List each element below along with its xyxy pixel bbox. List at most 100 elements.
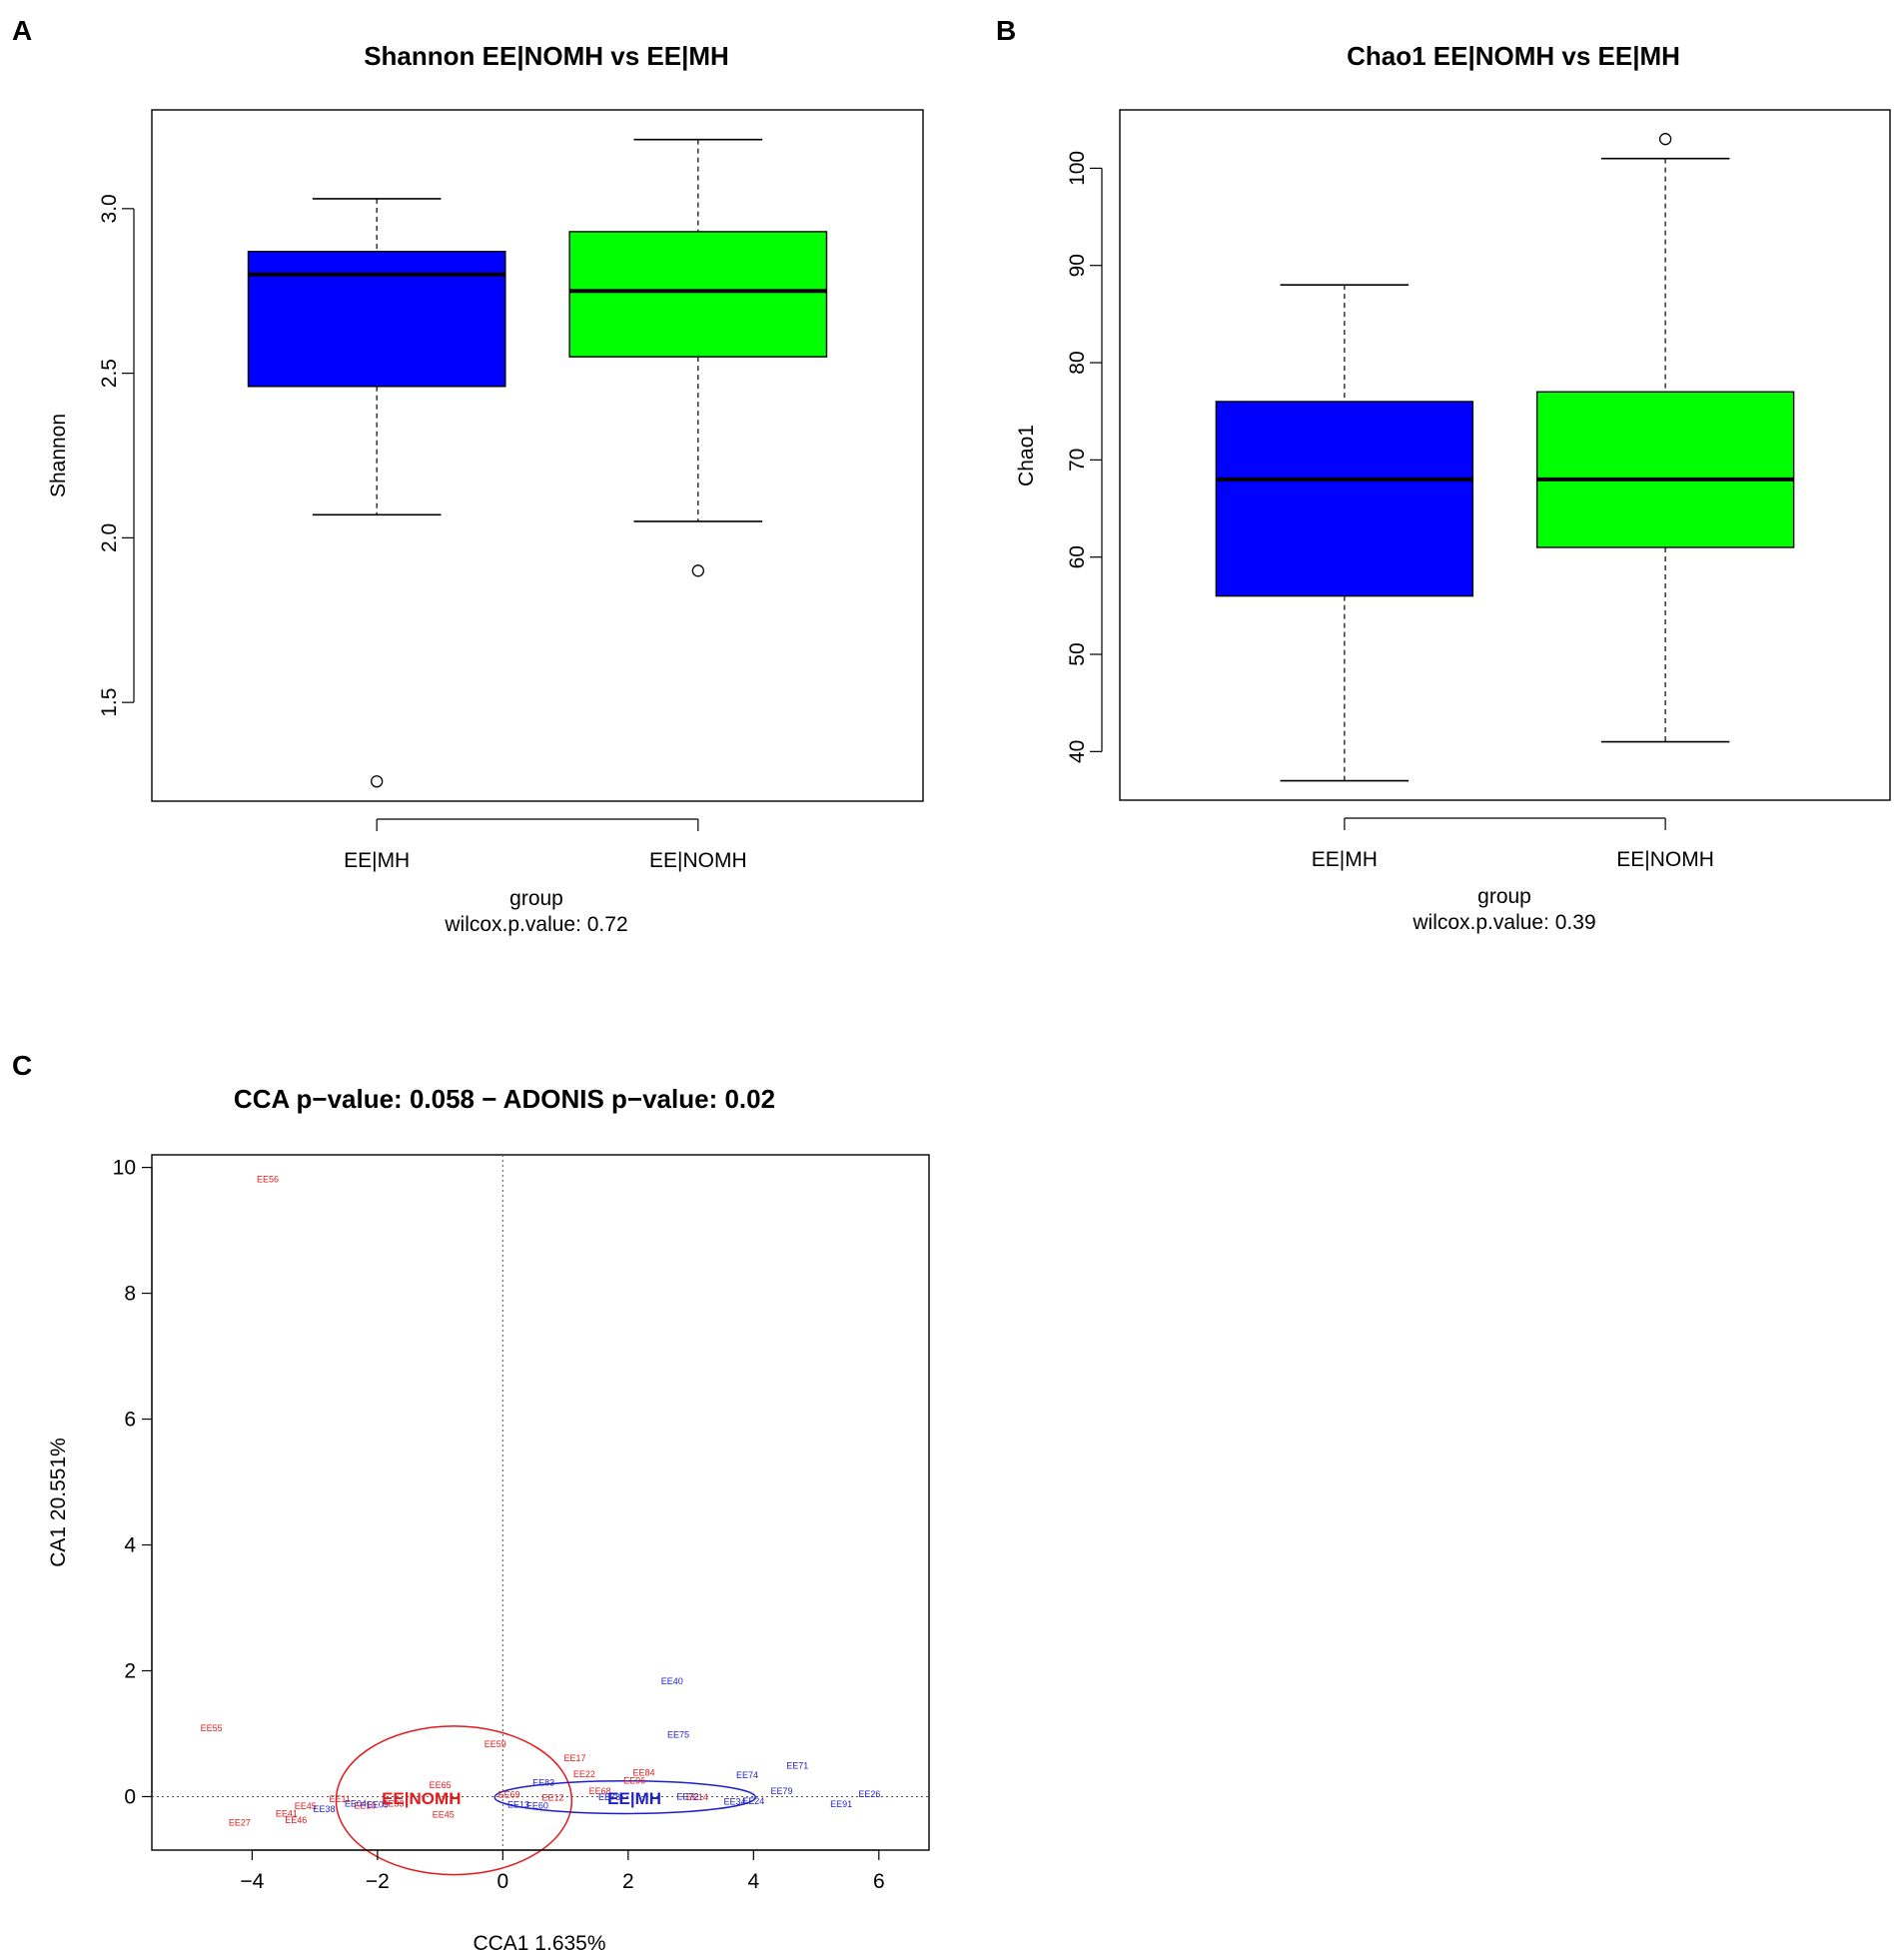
iqr-box — [1535, 391, 1795, 548]
point-label: EE78 — [598, 1792, 620, 1802]
point-label: EE56 — [257, 1175, 279, 1185]
cca-ellipses — [335, 1725, 756, 1876]
chao1-plot-frame — [1119, 109, 1891, 801]
point-label: EE91 — [830, 1799, 852, 1809]
panel-letter-a: A — [12, 15, 32, 46]
box-ee-nomh — [1535, 133, 1795, 743]
cca-reference-lines — [152, 1155, 929, 1850]
cca-x-axis: −4 −2 0 2 4 6 — [240, 1849, 885, 1893]
chao1-wilcox-pvalue: wilcox.p.value: 0.39 — [1412, 911, 1595, 934]
x-tick-label: 2 — [622, 1870, 634, 1893]
outlier-point — [691, 564, 704, 577]
point-label: EE55 — [201, 1723, 223, 1733]
y-tick-label: 2.5 — [98, 359, 121, 388]
chao1-x-label: group — [1477, 885, 1531, 908]
cca-scatter-panel: CCA p−value: 0.058 − ADONIS p−value: 0.0… — [47, 1084, 930, 1955]
cca-y-axis: 0 2 4 6 8 10 — [113, 1157, 153, 1808]
y-tick-label: 40 — [1066, 740, 1089, 763]
x-tick-label: 4 — [747, 1870, 759, 1893]
cca-group-centroids: EE|NOMH EE|MH — [382, 1789, 661, 1808]
chao1-title: Chao1 EE|NOMH vs EE|MH — [1347, 41, 1680, 71]
point-label: EE11 — [330, 1794, 351, 1804]
box-ee-nomh — [568, 138, 828, 577]
point-label: EE65 — [430, 1780, 452, 1790]
y-tick-label: 3.0 — [98, 194, 121, 223]
shannon-title: Shannon EE|NOMH vs EE|MH — [364, 41, 729, 71]
cca-title: CCA p−value: 0.058 − ADONIS p−value: 0.0… — [234, 1084, 775, 1114]
panel-letter-c: C — [12, 1050, 32, 1081]
point-label: EE09 — [367, 1800, 389, 1810]
y-tick-label: 1.5 — [98, 688, 121, 717]
x-tick-label: 0 — [497, 1870, 509, 1893]
point-label: EE33 — [383, 1798, 405, 1808]
y-tick-label: 4 — [124, 1534, 136, 1557]
outlier-point — [371, 775, 384, 788]
point-label: EE60 — [526, 1800, 548, 1810]
point-label: EE69 — [498, 1790, 520, 1800]
point-label: EE41 — [276, 1808, 298, 1818]
panel-letter-b: B — [996, 15, 1016, 46]
shannon-boxes — [247, 138, 828, 788]
chao1-boxplot-panel: Chao1 EE|NOMH vs EE|MH 40 50 60 70 80 90 100 E… — [1015, 41, 1891, 934]
shannon-plot-frame — [151, 109, 924, 802]
point-label: EE12 — [542, 1793, 564, 1803]
x-tick-label: EE|MH — [1312, 848, 1378, 871]
point-label: EE79 — [771, 1786, 793, 1796]
box-ee-mh — [1215, 284, 1474, 782]
y-tick-label: 70 — [1066, 449, 1089, 472]
point-label: EE13 — [507, 1800, 529, 1810]
x-tick-label: −4 — [240, 1870, 264, 1893]
point-label: EE45 — [295, 1801, 317, 1811]
y-tick-label: 90 — [1066, 254, 1089, 277]
cca-y-label: CA1 20.551% — [47, 1438, 70, 1567]
point-label: EE17 — [563, 1753, 585, 1763]
point-label: EE34 — [723, 1797, 745, 1807]
point-label: EE84 — [633, 1768, 655, 1778]
point-label: EE04 — [345, 1798, 367, 1808]
shannon-y-axis: 1.5 2.0 2.5 3.0 — [98, 194, 135, 717]
iqr-box — [568, 231, 828, 358]
iqr-box — [247, 250, 506, 388]
point-label: EE38 — [314, 1804, 336, 1814]
centroid-label-ee-nomh: EE|NOMH — [382, 1789, 461, 1808]
point-label: EE59 — [484, 1739, 506, 1749]
point-label: EE27 — [229, 1817, 251, 1827]
y-tick-label: 0 — [124, 1785, 136, 1808]
cca-x-label: CCA1 1.635% — [473, 1932, 605, 1955]
shannon-boxplot-panel: Shannon EE|NOMH vs EE|MH 1.5 2.0 2.5 3.0 EE… — [47, 41, 924, 936]
y-tick-label: 100 — [1066, 151, 1089, 186]
y-tick-label: 10 — [113, 1157, 136, 1180]
shannon-x-axis: EE|MH EE|NOMH — [344, 818, 747, 872]
box-ee-mh — [247, 198, 506, 788]
point-label: EE72 — [676, 1791, 698, 1801]
y-tick-label: 60 — [1066, 545, 1089, 568]
x-tick-label: −2 — [366, 1870, 390, 1893]
point-label: EE45 — [433, 1810, 455, 1820]
y-tick-label: 80 — [1066, 351, 1089, 374]
shannon-y-label: Shannon — [47, 414, 70, 497]
point-label: EE83 — [532, 1778, 554, 1788]
chao1-y-axis: 40 50 60 70 80 90 100 — [1066, 151, 1103, 763]
ellipse-ee-nomh — [335, 1725, 573, 1876]
point-label: EE71 — [786, 1761, 808, 1771]
point-label: EE96 — [623, 1776, 645, 1786]
point-label: EE24 — [742, 1796, 764, 1806]
point-label: EE40 — [661, 1676, 683, 1686]
ellipse-ee-mh — [493, 1779, 756, 1815]
outlier-point — [1658, 133, 1672, 146]
point-label: EE75 — [667, 1730, 689, 1740]
chao1-boxes — [1215, 133, 1795, 782]
x-tick-label: EE|MH — [344, 849, 410, 872]
y-tick-label: 50 — [1066, 642, 1089, 665]
x-tick-label: 6 — [873, 1870, 885, 1893]
x-tick-label: EE|NOMH — [1616, 848, 1714, 871]
point-label: EE14 — [686, 1792, 708, 1802]
shannon-x-label: group — [509, 887, 563, 910]
chao1-x-axis: EE|MH EE|NOMH — [1312, 817, 1714, 871]
shannon-wilcox-pvalue: wilcox.p.value: 0.72 — [444, 913, 627, 936]
x-tick-label: EE|NOMH — [649, 849, 747, 872]
y-tick-label: 2.0 — [98, 523, 121, 552]
point-label: EE22 — [573, 1769, 595, 1779]
